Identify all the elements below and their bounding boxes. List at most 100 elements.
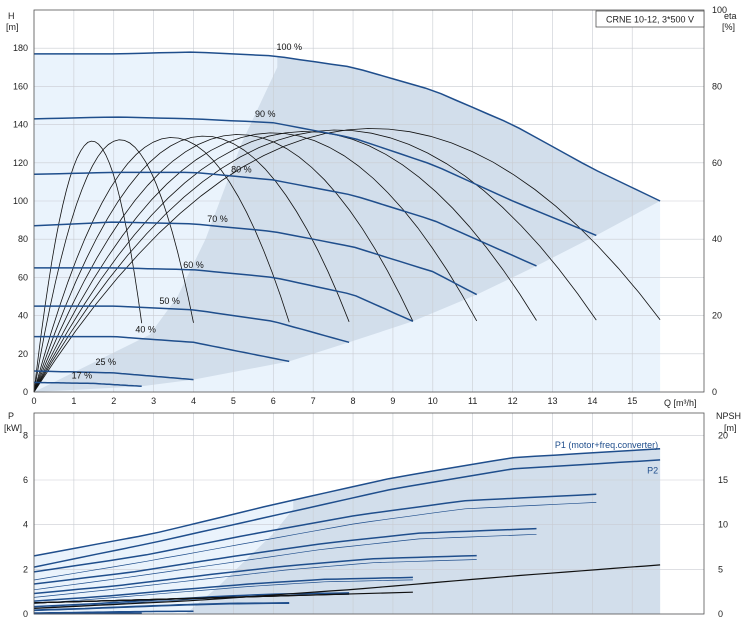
head-axis-unit: [m] bbox=[6, 22, 19, 32]
power-axis-unit: [kW] bbox=[4, 423, 22, 433]
flow-tick-label: 2 bbox=[111, 396, 116, 406]
speed-label: 80 % bbox=[231, 164, 252, 174]
flow-tick-label: 10 bbox=[428, 396, 438, 406]
head-curve-90pct bbox=[33, 116, 597, 237]
flow-tick-label: 3 bbox=[151, 396, 156, 406]
power-p2-curve bbox=[33, 603, 290, 612]
chart-title: CRNE 10-12, 3*500 V bbox=[606, 15, 694, 25]
power-p1-curve bbox=[33, 493, 597, 573]
head-curve-80pct bbox=[33, 171, 537, 267]
power-chart-ticks: 0 2 4 6 8 0 5 10 15 20 bbox=[23, 430, 728, 619]
head-tick-label: 140 bbox=[13, 120, 28, 130]
head-chart-frame bbox=[33, 9, 705, 393]
head-tick-label: 20 bbox=[18, 349, 28, 359]
flow-tick-label: 13 bbox=[547, 396, 557, 406]
head-chart-ticks: 0 1 2 3 4 5 6 7 8 9 10 11 12 13 14 15020406080100120140… bbox=[13, 5, 727, 406]
p2-series-label: P2 bbox=[647, 466, 658, 476]
speed-label: 100 % bbox=[276, 42, 302, 52]
eta-tick-label: 0 bbox=[712, 387, 717, 397]
efficiency-curve bbox=[33, 131, 537, 393]
power-p1-curve bbox=[33, 602, 290, 611]
flow-tick-label: 0 bbox=[31, 396, 36, 406]
speed-label: 40 % bbox=[135, 325, 156, 335]
head-curve-70pct bbox=[33, 221, 478, 296]
speed-label: 70 % bbox=[207, 214, 228, 224]
speed-label: 60 % bbox=[183, 260, 204, 270]
efficiency-curve bbox=[33, 135, 350, 393]
head-tick-label: 0 bbox=[23, 387, 28, 397]
power-tick-label: 4 bbox=[23, 520, 28, 530]
npsh-tick-label: 10 bbox=[718, 520, 728, 530]
power-p2-curve bbox=[33, 559, 477, 598]
eta-axis-label: eta bbox=[724, 11, 737, 21]
head-curve-60pct bbox=[34, 267, 414, 322]
npsh-tick-label: 5 bbox=[718, 564, 723, 574]
power-tick-label: 0 bbox=[23, 609, 28, 619]
power-curves: P1 (motor+freq.converter) P2 bbox=[33, 440, 661, 615]
eta-tick-label: 20 bbox=[712, 311, 722, 321]
flow-tick-label: 6 bbox=[271, 396, 276, 406]
speed-label: 17 % bbox=[72, 371, 93, 381]
power-npsh-chart: P1 (motor+freq.converter) P2 0 2 4 6 8 0 5 10 15 2… bbox=[4, 411, 741, 619]
head-curve-50pct bbox=[34, 305, 350, 344]
npsh-curve-low-speed bbox=[33, 599, 142, 604]
power-p1-curve bbox=[33, 554, 477, 595]
head-curves: 100 % 90 % 80 % 70 % 60 % 50 % 40 % 25 %17 % bbox=[33, 42, 661, 388]
power-p2-curve bbox=[33, 579, 413, 604]
efficiency-curve bbox=[33, 134, 414, 393]
power-p2-curve bbox=[33, 533, 537, 591]
power-p1-curve bbox=[33, 576, 413, 602]
head-tick-label: 60 bbox=[18, 272, 28, 282]
power-tick-label: 2 bbox=[23, 564, 28, 574]
flow-tick-label: 1 bbox=[71, 396, 76, 406]
eta-tick-label: 100 bbox=[712, 5, 727, 15]
head-tick-label: 100 bbox=[13, 196, 28, 206]
power-axis-label: P bbox=[8, 411, 14, 421]
eta-tick-label: 80 bbox=[712, 81, 722, 91]
head-curve-40pct bbox=[34, 335, 290, 363]
power-p1-curve bbox=[33, 447, 661, 557]
eta-tick-label: 60 bbox=[712, 158, 722, 168]
power-tick-label: 6 bbox=[23, 475, 28, 485]
chart-title-box: CRNE 10-12, 3*500 V bbox=[595, 10, 705, 28]
efficiency-curve bbox=[33, 139, 194, 393]
npsh-axis-unit: [m] bbox=[724, 423, 737, 433]
power-tick-label: 8 bbox=[23, 430, 28, 440]
power-p2-curve bbox=[33, 459, 661, 568]
flow-tick-label: 7 bbox=[311, 396, 316, 406]
eta-axis-unit: [%] bbox=[722, 22, 735, 32]
flow-tick-label: 11 bbox=[468, 396, 477, 406]
p1-series-label: P1 (motor+freq.converter) bbox=[555, 440, 658, 450]
flow-tick-label: 8 bbox=[351, 396, 356, 406]
flow-tick-label: 14 bbox=[587, 396, 597, 406]
head-tick-label: 80 bbox=[18, 234, 28, 244]
speed-label: 90 % bbox=[255, 109, 276, 119]
power-region-operating bbox=[185, 448, 661, 614]
npsh-tick-label: 0 bbox=[718, 609, 723, 619]
power-p1-curve bbox=[33, 527, 537, 585]
head-tick-label: 160 bbox=[13, 81, 28, 91]
head-curve-100pct bbox=[34, 51, 661, 202]
head-curve-17pct bbox=[33, 381, 142, 388]
flow-tick-label: 5 bbox=[231, 396, 236, 406]
npsh-axis-label: NPSH bbox=[716, 411, 741, 421]
flow-tick-label: 15 bbox=[627, 396, 637, 406]
head-chart-grid bbox=[33, 10, 704, 393]
head-tick-label: 40 bbox=[18, 311, 28, 321]
head-curve-25pct bbox=[33, 370, 194, 381]
efficiency-curve bbox=[33, 132, 478, 393]
npsh-tick-label: 15 bbox=[718, 475, 728, 485]
flow-tick-label: 12 bbox=[508, 396, 518, 406]
speed-label: 50 % bbox=[159, 296, 180, 306]
efficiency-curve bbox=[33, 137, 290, 393]
efficiency-curve bbox=[33, 128, 661, 393]
speed-label: 25 % bbox=[96, 357, 117, 367]
flow-axis-label: Q [m³/h] bbox=[664, 398, 697, 408]
head-tick-label: 120 bbox=[13, 158, 28, 168]
efficiency-curve bbox=[33, 140, 143, 393]
power-chart-frame bbox=[33, 412, 705, 615]
power-p2-curve bbox=[33, 502, 597, 581]
flow-tick-label: 9 bbox=[390, 396, 395, 406]
npsh-tick-label: 20 bbox=[718, 430, 728, 440]
